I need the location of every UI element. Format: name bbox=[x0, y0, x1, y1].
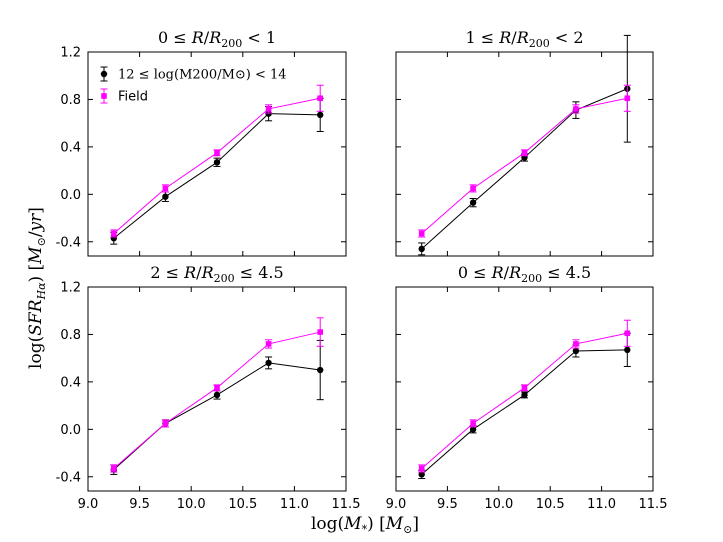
series-field bbox=[418, 319, 631, 473]
panel-frame bbox=[395, 51, 654, 257]
series-line-group bbox=[421, 88, 628, 250]
panel-title-1: 1 ≤ R/R200 < 2 bbox=[465, 28, 583, 50]
x-tick-label: 11.0 bbox=[280, 497, 309, 512]
x-axis-label: log(M*) [M⊙] bbox=[311, 514, 419, 536]
data-point-field bbox=[265, 106, 272, 112]
data-point-group bbox=[469, 199, 477, 206]
panel-frame bbox=[87, 286, 347, 492]
panel-title-0: 0 ≤ R/R200 < 1 bbox=[158, 28, 276, 50]
x-tick-label: 11.0 bbox=[587, 497, 616, 512]
y-tick-label: -0.4 bbox=[56, 235, 81, 250]
series-line-field bbox=[113, 331, 321, 469]
data-point-group bbox=[213, 391, 221, 399]
y-tick-label: 0.0 bbox=[60, 188, 81, 203]
series-group bbox=[418, 34, 631, 256]
series-line-field bbox=[421, 332, 628, 469]
panel-title-2: 2 ≤ R/R200 ≤ 4.5 bbox=[150, 263, 283, 285]
y-tick-label: 0.8 bbox=[60, 93, 81, 108]
data-point-field bbox=[162, 420, 169, 427]
data-point-group bbox=[265, 110, 272, 117]
data-point-field bbox=[162, 185, 169, 192]
x-tick-label: 9.0 bbox=[386, 497, 407, 512]
series-line-group bbox=[113, 113, 321, 239]
data-point-group bbox=[317, 111, 324, 119]
data-point-group bbox=[624, 346, 631, 354]
y-tick-label: 1.2 bbox=[60, 281, 81, 296]
series-field bbox=[110, 84, 324, 238]
x-tick-label: 10.5 bbox=[536, 497, 565, 512]
panel-top-left: -0.4 0.0 0.4 0.8 1.2 0 ≤ R/R200 < 1 12 ≤ log(M… bbox=[56, 28, 347, 257]
data-point-group bbox=[317, 366, 324, 374]
series-field bbox=[110, 317, 324, 473]
y-tick-label: 0.4 bbox=[60, 140, 81, 155]
series-group bbox=[110, 339, 324, 475]
panel-frame bbox=[87, 51, 347, 257]
data-point-field bbox=[214, 150, 220, 156]
data-point-field bbox=[521, 150, 528, 156]
data-point-field bbox=[317, 329, 323, 335]
data-point-field bbox=[111, 465, 117, 472]
panel-title-3: 0 ≤ R/R200 ≤ 4.5 bbox=[458, 263, 591, 285]
data-point-group bbox=[469, 426, 477, 433]
data-point-field bbox=[624, 330, 631, 337]
panel-frame bbox=[395, 286, 654, 492]
x-tick-label: 9.5 bbox=[437, 497, 458, 512]
legend-label-field: Field bbox=[118, 90, 148, 105]
data-point-group bbox=[162, 193, 169, 200]
y-tick-label: 0.4 bbox=[60, 375, 81, 390]
x-tick-label: 9.0 bbox=[78, 497, 99, 512]
y-tick-label: 1.2 bbox=[60, 46, 81, 61]
series-line-field bbox=[421, 97, 628, 234]
x-tick-label: 9.5 bbox=[129, 497, 150, 512]
series-group bbox=[110, 97, 324, 245]
panel-bottom-left: 9.0 9.5 10.0 10.5 11.0 11.5 -0.4 0.0 0.4 0.8 1.2 2 … bbox=[56, 263, 361, 512]
series-field bbox=[418, 84, 631, 238]
x-tick-label: 10.0 bbox=[484, 497, 513, 512]
data-point-group bbox=[418, 471, 425, 478]
data-point-field bbox=[624, 95, 631, 102]
data-point-field bbox=[317, 95, 323, 102]
data-point-field bbox=[418, 465, 425, 472]
data-point-field bbox=[573, 341, 579, 347]
series-group bbox=[418, 332, 631, 480]
panel-bottom-right: 9.0 9.5 10.0 10.5 11.0 11.5 0 ≤ R/R200 ≤ 4.5 bbox=[386, 263, 668, 512]
data-point-field bbox=[470, 185, 476, 192]
data-point-field bbox=[573, 106, 579, 112]
y-tick-label: 0.8 bbox=[60, 328, 81, 343]
x-tick-label: 11.5 bbox=[639, 497, 668, 512]
data-point-group bbox=[265, 359, 272, 367]
data-point-group bbox=[213, 159, 221, 166]
data-point-field bbox=[214, 385, 220, 391]
y-tick-label: -0.4 bbox=[56, 470, 81, 485]
data-point-group bbox=[418, 245, 425, 253]
data-point-field bbox=[265, 341, 272, 347]
series-line-group bbox=[113, 362, 321, 471]
series-line-group bbox=[421, 349, 628, 475]
data-point-field bbox=[111, 230, 117, 237]
data-point-group bbox=[572, 347, 580, 355]
data-point-field bbox=[470, 420, 476, 427]
panels: -0.4 0.0 0.4 0.8 1.2 0 ≤ R/R200 < 1 12 ≤ log(M… bbox=[56, 28, 668, 512]
legend: 12 ≤ log(M200/M⊙) < 14 Field bbox=[100, 66, 287, 105]
data-point-field bbox=[418, 230, 425, 237]
data-point-field bbox=[521, 385, 528, 391]
data-point-group bbox=[521, 391, 528, 399]
y-tick-label: 0.0 bbox=[60, 423, 81, 438]
x-tick-label: 10.0 bbox=[177, 497, 206, 512]
legend-label-group: 12 ≤ log(M200/M⊙) < 14 bbox=[118, 68, 287, 83]
y-axis-label: log(SFRHα) [M⊙/yr] bbox=[26, 207, 48, 369]
panel-top-right: 1 ≤ R/R200 < 2 bbox=[395, 28, 654, 257]
legend-marker-field bbox=[101, 93, 107, 99]
x-tick-label: 10.5 bbox=[228, 497, 257, 512]
x-tick-label: 11.5 bbox=[332, 497, 361, 512]
legend-marker-group bbox=[100, 70, 108, 78]
